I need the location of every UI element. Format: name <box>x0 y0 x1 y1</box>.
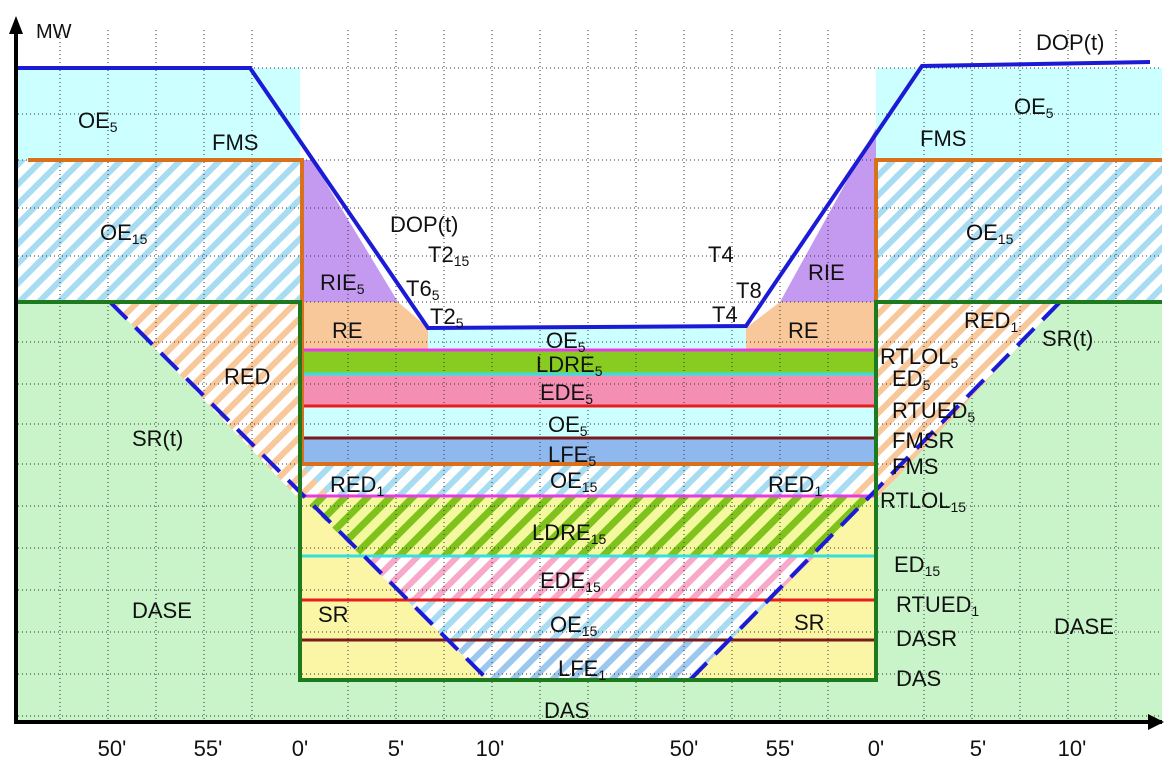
label-oe15-right: OE15 <box>966 220 1014 247</box>
label-das-bottom: DAS <box>544 698 589 723</box>
label-sr-t-right: SR(t) <box>1042 326 1093 351</box>
time-tick-labels: 50' 55' 0' 5' 10' 50' 55' 0' 5' 10' <box>98 736 1087 761</box>
label-ldre15: LDRE15 <box>532 520 606 547</box>
label-sr-t-left: SR(t) <box>132 426 183 451</box>
time-tick-2: 0' <box>292 736 308 761</box>
re-region-left <box>300 302 428 350</box>
label-lfe5: LFE5 <box>548 442 596 469</box>
y-axis-label: MW <box>36 21 72 43</box>
label-re-right: RE <box>788 318 819 343</box>
label-dase-left: DASE <box>132 598 192 623</box>
time-tick-8: 5' <box>970 736 986 761</box>
label-sr-left: SR <box>318 602 349 627</box>
time-tick-9: 10' <box>1058 736 1087 761</box>
green-outline <box>18 300 1162 682</box>
label-dop-mid: DOP(t) <box>390 212 458 237</box>
label-oe15-center2: OE15 <box>550 612 598 639</box>
label-t4-bottom: T4 <box>712 302 738 327</box>
label-rtlol5: RTLOL5 <box>880 344 959 371</box>
label-re-left: RE <box>332 318 363 343</box>
time-tick-1: 55' <box>194 736 223 761</box>
oe5-center-band <box>428 328 746 350</box>
label-red1-right-top: RED1 <box>964 308 1018 335</box>
oe15-band-left <box>18 160 300 302</box>
rie5-region <box>300 160 398 302</box>
time-tick-4: 10' <box>476 736 505 761</box>
grid <box>18 30 1162 722</box>
time-tick-3: 5' <box>388 736 404 761</box>
red-triangle-right <box>876 302 1060 500</box>
y-axis-arrow <box>9 16 23 34</box>
label-oe5-center2: OE5 <box>548 412 588 439</box>
label-t6-5: T65 <box>406 276 440 303</box>
axes <box>14 30 1162 724</box>
re-region-right <box>746 302 876 350</box>
time-tick-5: 50' <box>670 736 699 761</box>
label-red1-right: RED1 <box>768 472 822 499</box>
requirement-lines <box>300 348 876 642</box>
label-lfe1: LFE1 <box>558 656 606 683</box>
label-oe5-left: OE5 <box>78 108 118 135</box>
label-t2-5: T25 <box>430 304 464 331</box>
red1-right-region <box>846 464 876 496</box>
sr-yellow-right <box>690 496 876 680</box>
x-axis-arrow <box>1148 714 1164 730</box>
label-das-right: DAS <box>896 666 941 691</box>
label-fms-left: FMS <box>212 130 258 155</box>
label-fms-right: FMS <box>920 126 966 151</box>
orange-outline <box>28 158 1162 466</box>
label-oe15-center: OE15 <box>550 468 598 495</box>
label-rie-right: RIE <box>808 260 845 285</box>
label-red-left: RED <box>224 364 270 389</box>
oe15-center-band <box>300 464 876 496</box>
label-ed15: ED15 <box>894 552 940 579</box>
label-fmsr: FMSR <box>892 428 954 453</box>
label-ed5: ED5 <box>892 366 931 393</box>
label-t8: T8 <box>736 278 762 303</box>
label-rtlol15: RTLOL15 <box>880 488 966 515</box>
label-dase-right: DASE <box>1054 614 1114 639</box>
label-oe5-center: OE5 <box>546 328 586 355</box>
label-t4-top: T4 <box>708 242 734 267</box>
time-tick-0: 50' <box>98 736 127 761</box>
label-dop-top-right: DOP(t) <box>1036 30 1104 55</box>
label-sr-right: SR <box>794 610 825 635</box>
label-ede5: EDE5 <box>540 380 593 407</box>
oe15-band-right <box>876 160 1162 302</box>
label-ede15: EDE15 <box>540 568 601 595</box>
label-oe5-right: OE5 <box>1014 94 1054 121</box>
dop-line <box>18 60 1151 331</box>
label-oe15-left: OE15 <box>100 220 148 247</box>
time-tick-7: 0' <box>868 736 884 761</box>
red1-left-region <box>300 464 330 496</box>
label-fms-right2: FMS <box>892 454 938 479</box>
label-t2-15: T215 <box>428 242 469 269</box>
time-tick-6: 55' <box>766 736 795 761</box>
label-ldre5: LDRE5 <box>536 352 603 379</box>
label-rie5: RIE5 <box>320 270 365 297</box>
label-rtued5: RTUED5 <box>892 398 975 425</box>
region-labels: OE5 FMS OE15 DOP(t) OE5 FMS OE15 DOP(t) T215 RIE5… <box>78 30 1114 723</box>
label-dasr: DASR <box>896 626 957 651</box>
label-red1-left: RED1 <box>330 472 384 499</box>
label-rtued1: RTUED1 <box>896 592 979 619</box>
